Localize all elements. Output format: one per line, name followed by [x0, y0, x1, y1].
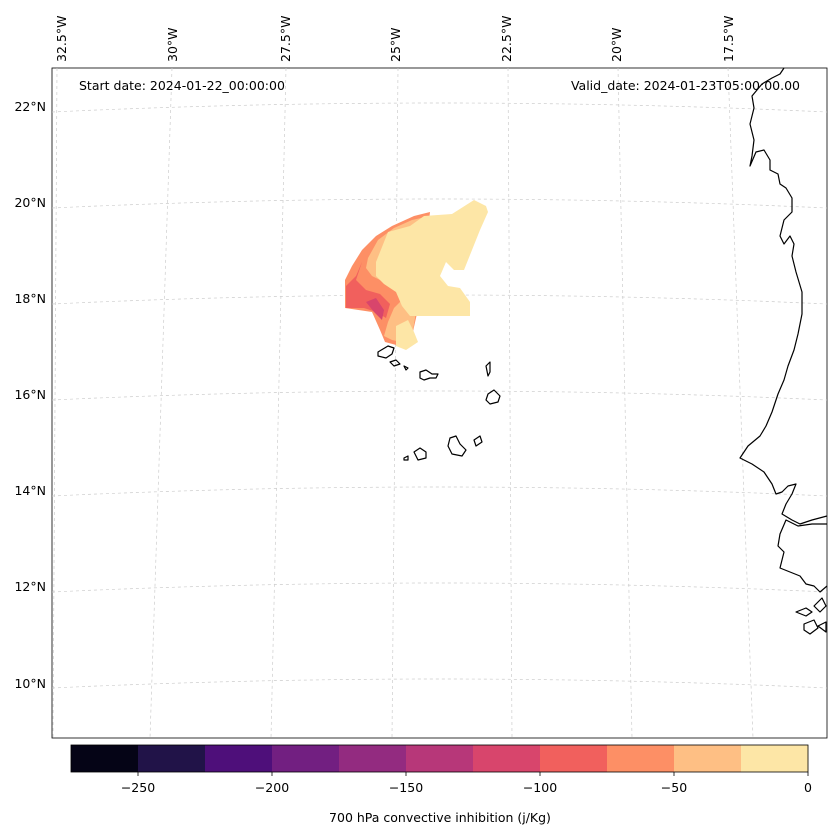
lon-label-32-5w: 32.5°W — [54, 16, 69, 62]
start-date-label: Start date: 2024-01-22_00:00:00 — [79, 78, 285, 93]
gridline-lon-22-5 — [507, 67, 513, 739]
colorbar-swatch — [607, 745, 675, 772]
gridline-lon-17-5 — [727, 67, 754, 739]
coastlines — [377, 67, 828, 635]
lon-label-30w: 30°W — [165, 27, 180, 62]
cin-contours — [345, 200, 488, 350]
island-santo-antao — [377, 345, 395, 359]
island-brava — [403, 455, 409, 461]
gridline-lon-32-5 — [52, 67, 58, 739]
colorbar-swatch — [138, 745, 206, 772]
lat-label-14n: 14°N — [14, 483, 46, 498]
lat-label-16n: 16°N — [14, 387, 46, 402]
gridline-lat-14 — [51, 486, 828, 497]
colorbar-tick-label: −250 — [121, 780, 155, 795]
island-fogo — [413, 447, 427, 461]
colorbar-tick-label: 0 — [804, 780, 812, 795]
lon-label-27-5w: 27.5°W — [278, 16, 293, 62]
lat-label-18n: 18°N — [14, 291, 46, 306]
africa-coastline-south — [777, 519, 828, 593]
gridline-lon-25 — [391, 67, 399, 739]
gridline-lat-10 — [51, 678, 828, 689]
gridline-lat-16 — [51, 390, 828, 401]
colorbar-outline — [70, 744, 809, 773]
map-frame — [51, 67, 828, 739]
lon-label-20w: 20°W — [609, 27, 624, 62]
lat-label-10n: 10°N — [14, 676, 46, 691]
gridline-lat-12 — [51, 582, 828, 593]
cin-region-level-125-100 — [366, 298, 384, 320]
gridline-lat-22 — [51, 102, 828, 113]
gridline-lat-20 — [51, 198, 828, 209]
colorbar-swatch — [272, 745, 340, 772]
lon-label-25w: 25°W — [388, 27, 403, 62]
cin-region-level-50-25-south — [396, 320, 418, 350]
island-maio — [473, 435, 483, 447]
island-sao-vicente — [389, 359, 401, 367]
gridlines — [51, 67, 828, 739]
lon-label-22-5w: 22.5°W — [499, 16, 514, 62]
colorbar-tick-label: −50 — [661, 780, 687, 795]
colorbar-swatch — [473, 745, 541, 772]
colorbar-tick-label: −100 — [523, 780, 557, 795]
colorbar-ticks: −250 −200 −150 −100 −50 0 — [121, 772, 812, 795]
gridline-lat-18 — [51, 294, 828, 305]
colorbar-tick-label: −150 — [389, 780, 423, 795]
colorbar-swatch — [674, 745, 742, 772]
latitude-labels: 22°N 20°N 18°N 16°N 14°N 12°N 10°N — [14, 99, 46, 691]
cin-region-level-50-25-core — [376, 200, 488, 316]
africa-islands-south — [795, 597, 827, 635]
colorbar-swatches — [71, 745, 809, 772]
colorbar-tick-label: −200 — [255, 780, 289, 795]
longitude-labels: 32.5°W 30°W 27.5°W 25°W 22.5°W 20°W 17.5… — [54, 16, 736, 62]
colorbar-swatch — [71, 745, 139, 772]
colorbar-swatch — [540, 745, 608, 772]
colorbar-label: 700 hPa convective inhibition (j/Kg) — [329, 810, 551, 825]
island-santa-luzia — [403, 365, 409, 371]
lat-label-20n: 20°N — [14, 195, 46, 210]
lat-label-22n: 22°N — [14, 99, 46, 114]
valid-date-label: Valid_date: 2024-01-23T05:00:00.00 — [571, 78, 800, 93]
gridline-lon-27-5 — [270, 67, 287, 739]
lat-label-12n: 12°N — [14, 579, 46, 594]
colorbar-swatch — [205, 745, 273, 772]
island-santiago — [447, 435, 467, 457]
gridline-lon-30 — [149, 67, 173, 739]
island-sao-nicolau — [419, 369, 439, 381]
colorbar-swatch — [339, 745, 407, 772]
africa-coastline — [739, 67, 828, 525]
gridline-lon-20 — [617, 67, 633, 739]
island-sal — [485, 361, 491, 377]
lon-label-17-5w: 17.5°W — [721, 16, 736, 62]
island-boa-vista — [485, 389, 501, 405]
colorbar: −250 −200 −150 −100 −50 0 700 hPa convective … — [70, 744, 812, 825]
colorbar-swatch — [741, 745, 809, 772]
colorbar-swatch — [406, 745, 474, 772]
